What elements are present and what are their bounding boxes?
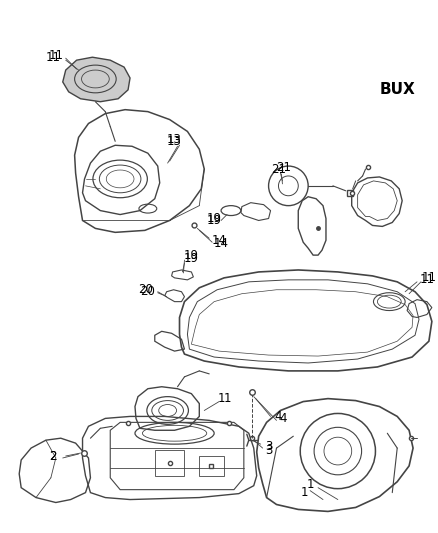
Text: 20: 20 — [138, 283, 153, 296]
Text: 1: 1 — [217, 392, 225, 405]
Text: 20: 20 — [141, 285, 155, 298]
Text: 14: 14 — [212, 234, 226, 247]
Text: 3: 3 — [265, 440, 272, 453]
Text: 4: 4 — [280, 412, 287, 425]
Text: 4: 4 — [275, 410, 282, 423]
Text: 3: 3 — [265, 443, 272, 457]
Text: 19: 19 — [207, 214, 222, 227]
Polygon shape — [63, 57, 130, 102]
Text: 2: 2 — [49, 449, 57, 463]
Text: 19: 19 — [184, 248, 199, 262]
Text: 2: 2 — [49, 449, 57, 463]
Text: 1: 1 — [223, 392, 231, 405]
Text: 11: 11 — [48, 49, 64, 62]
Text: 1: 1 — [300, 486, 308, 499]
Text: 13: 13 — [167, 133, 182, 146]
Text: 13: 13 — [167, 135, 182, 148]
Text: 11: 11 — [421, 271, 436, 285]
Text: 11: 11 — [420, 273, 434, 286]
Text: 19: 19 — [184, 252, 199, 264]
Text: 19: 19 — [207, 212, 222, 225]
Text: 1: 1 — [307, 478, 314, 491]
Text: 14: 14 — [214, 237, 229, 250]
Text: 21: 21 — [276, 160, 291, 174]
Text: BUX: BUX — [379, 83, 415, 98]
Text: 11: 11 — [46, 51, 60, 64]
Text: 21: 21 — [271, 163, 286, 175]
